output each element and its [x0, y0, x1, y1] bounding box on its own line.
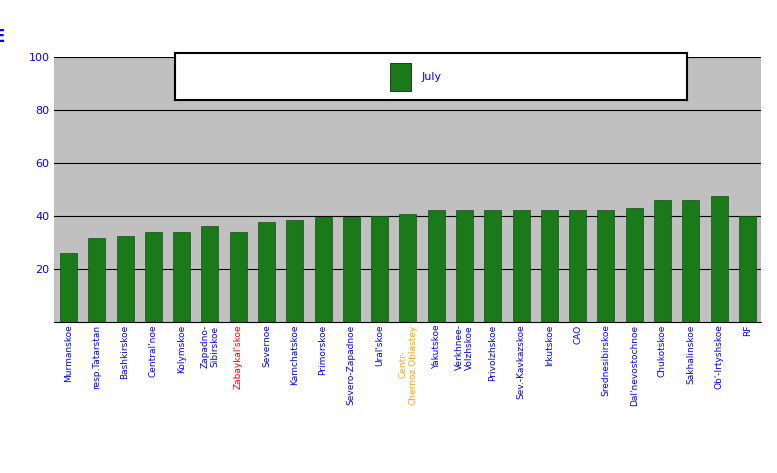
Bar [315, 217, 332, 322]
Bar [682, 200, 699, 322]
Bar [89, 238, 106, 322]
Bar [625, 208, 643, 322]
Bar [145, 232, 162, 322]
Bar [598, 210, 615, 322]
Bar [456, 210, 473, 322]
Bar [201, 226, 218, 322]
Text: July: July [421, 72, 441, 82]
Bar [371, 216, 388, 322]
Bar [569, 210, 586, 322]
Bar [60, 253, 77, 322]
Bar [484, 210, 501, 322]
Bar [390, 62, 411, 91]
Bar [541, 210, 558, 322]
Bar [230, 232, 247, 322]
Bar [513, 210, 530, 322]
Bar [173, 232, 190, 322]
Bar [117, 236, 134, 322]
Text: E: E [0, 28, 5, 46]
Bar [286, 219, 303, 322]
Bar [258, 222, 275, 322]
Bar [739, 216, 756, 322]
Bar [710, 196, 727, 322]
Bar [654, 200, 671, 322]
Bar [427, 210, 444, 322]
Bar [343, 217, 360, 322]
Bar [399, 214, 416, 322]
